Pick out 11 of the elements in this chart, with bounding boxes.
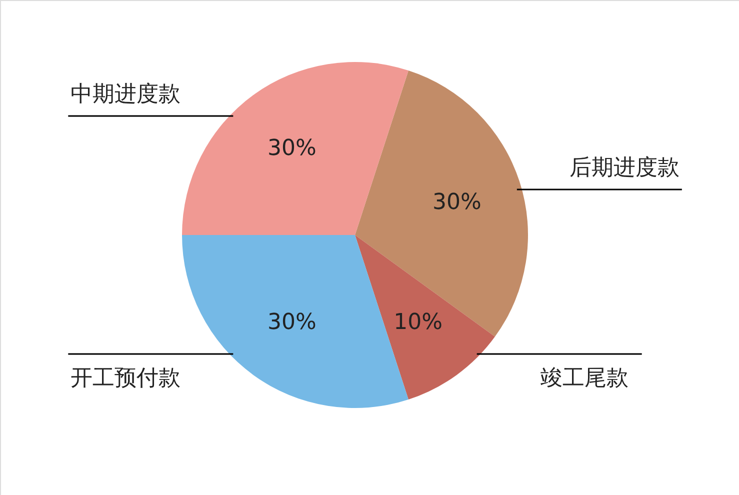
pie-slice bbox=[355, 235, 495, 400]
slice-label: 后期进度款 bbox=[569, 156, 680, 181]
data-label: 10% bbox=[394, 310, 442, 335]
data-label: 30% bbox=[268, 136, 316, 162]
data-label: 30% bbox=[432, 190, 482, 215]
pie-slice bbox=[182, 62, 408, 235]
data-label: 30% bbox=[268, 310, 316, 335]
slice-label: 中期进度款 bbox=[70, 82, 181, 108]
slice-label: 开工预付款 bbox=[70, 366, 181, 391]
pie-slice bbox=[355, 70, 528, 337]
slice-label: 竣工尾款 bbox=[540, 366, 628, 391]
